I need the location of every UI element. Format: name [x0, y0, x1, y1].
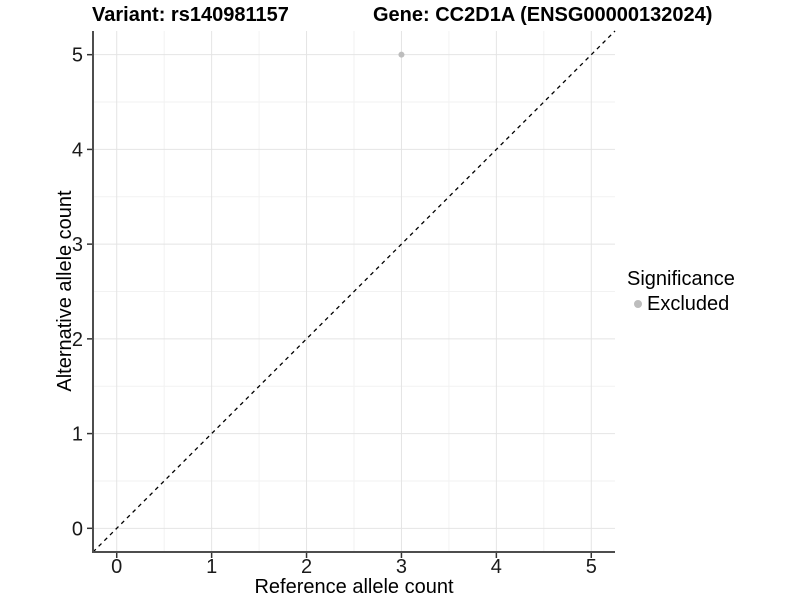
y-tick-label: 5	[72, 45, 83, 67]
legend: Significance Excluded	[627, 268, 735, 315]
x-tick-label: 2	[301, 556, 312, 578]
legend-title: Significance	[627, 268, 735, 290]
y-axis-title: Alternative allele count	[54, 190, 76, 392]
y-tick-label: 2	[72, 329, 83, 351]
legend-item: Excluded	[634, 293, 735, 315]
y-tick-label: 0	[72, 518, 83, 540]
identity-line	[92, 30, 616, 553]
plot-title-gene: Gene: CC2D1A (ENSG00000132024)	[373, 4, 713, 26]
legend-point-icon	[634, 300, 642, 308]
data-point	[398, 51, 405, 58]
x-axis-title: Reference allele count	[254, 576, 454, 598]
plot-title-variant: Variant: rs140981157	[92, 4, 289, 26]
x-tick-label: 4	[491, 556, 502, 578]
x-tick-label: 5	[586, 556, 597, 578]
y-tick-label: 3	[72, 234, 83, 256]
x-tick-label: 1	[206, 556, 217, 578]
y-tick-label: 4	[72, 139, 83, 161]
x-tick-label: 3	[396, 556, 407, 578]
legend-item-label: Excluded	[647, 293, 730, 315]
x-tick-label: 0	[111, 556, 122, 578]
y-tick-label: 1	[72, 424, 83, 446]
